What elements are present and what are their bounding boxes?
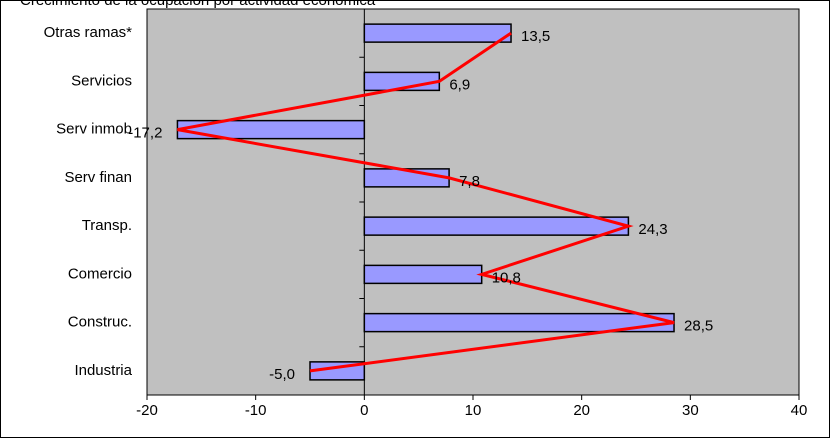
x-tick-label: 0 <box>360 402 368 419</box>
x-tick-label: 30 <box>682 402 699 419</box>
data-label: 24,3 <box>638 221 667 238</box>
data-label: 10,8 <box>492 269 521 286</box>
plot-area <box>146 8 800 396</box>
chart-title: Crecimiento de la ocupación por activida… <box>20 0 376 9</box>
data-label: 13,5 <box>521 28 550 45</box>
data-label: 7,8 <box>459 173 480 190</box>
x-tick-label: -20 <box>136 402 158 419</box>
bar <box>363 264 483 285</box>
y-tick-label: Construc. <box>68 314 132 331</box>
bar <box>363 216 630 236</box>
y-tick-label: Otras ramas* <box>44 24 133 41</box>
y-tick-label: Comercio <box>68 265 132 282</box>
x-tick-label: -10 <box>245 402 267 419</box>
y-tick-label: Serv inmob <box>56 121 132 138</box>
x-tick-label: 40 <box>791 402 808 419</box>
y-tick-label: Serv finan <box>64 169 132 186</box>
y-tick-label: Transp. <box>82 217 132 234</box>
data-label: -5,0 <box>269 366 295 383</box>
trend-line <box>177 31 675 373</box>
x-tick-label: 20 <box>573 402 590 419</box>
bar <box>363 23 512 43</box>
y-tick-label: Industria <box>74 362 132 379</box>
data-label: 6,9 <box>449 76 470 93</box>
data-label: 28,5 <box>684 318 713 335</box>
data-label: -17,2 <box>128 125 162 142</box>
x-tick-label: 10 <box>465 402 482 419</box>
y-tick-label: Servicios <box>71 72 132 89</box>
